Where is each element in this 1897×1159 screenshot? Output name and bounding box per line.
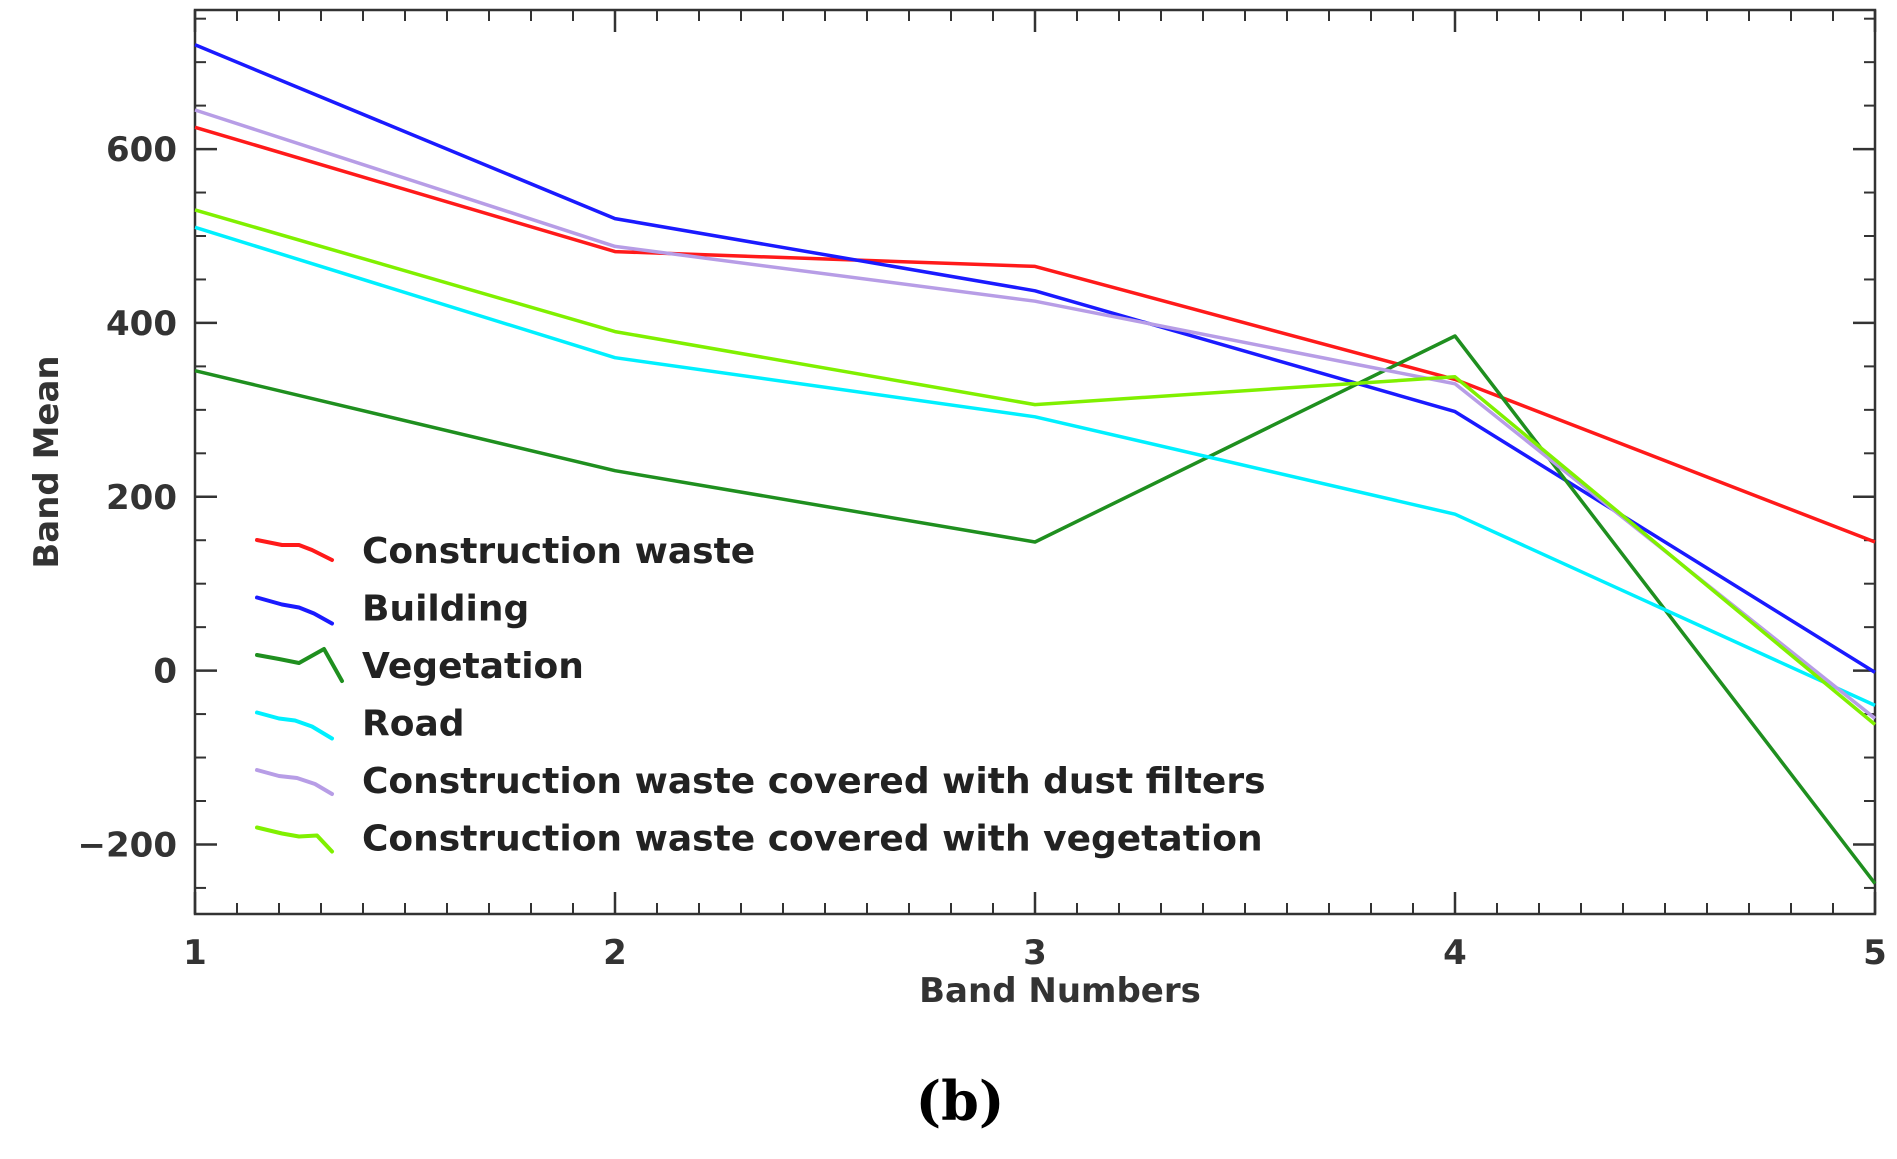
x-axis-label: Band Numbers: [919, 971, 1201, 1011]
legend-label: Road: [362, 704, 465, 745]
x-tick-label: 2: [603, 933, 627, 973]
legend-swatch: [255, 710, 334, 741]
y-tick-label: 200: [106, 478, 177, 518]
y-tick-label: 600: [106, 130, 177, 170]
y-tick-label: 400: [106, 304, 177, 344]
figure-caption: (b): [916, 1069, 1005, 1133]
series-line-construction-waste-covered-with-dust-filters: [194, 108, 1877, 720]
series-line-construction-waste-covered-with-vegetation: [194, 208, 1877, 726]
y-axis-label: Band Mean: [27, 355, 67, 568]
x-tick-label: 4: [1443, 933, 1467, 973]
legend-label: Construction waste covered with dust fil…: [362, 761, 1266, 802]
series-layer: [194, 43, 1877, 885]
axis-ticks: −200 0 200 400 600 1 2 3 4 5: [78, 10, 1887, 973]
legend-label: Construction waste covered with vegetati…: [362, 819, 1263, 860]
legend-swatch: [255, 647, 344, 683]
legend-label: Vegetation: [362, 646, 584, 687]
y-tick-label: 0: [153, 652, 177, 692]
legend: Construction waste Building Vegetation Road…: [255, 531, 1266, 860]
x-tick-label: 5: [1863, 933, 1887, 973]
legend-label: Building: [362, 589, 529, 630]
legend-swatch: [255, 595, 334, 626]
legend-swatch: [255, 538, 334, 562]
series-line-building: [194, 43, 1876, 674]
x-tick-label: 3: [1023, 933, 1047, 973]
series-line-vegetation: [194, 334, 1877, 885]
legend-label: Construction waste: [362, 531, 755, 572]
series-line-road: [194, 225, 1876, 707]
y-tick-label: −200: [78, 825, 177, 865]
x-tick-label: 1: [183, 933, 207, 973]
series-line-construction-waste: [194, 125, 1876, 544]
legend-swatch: [255, 768, 334, 796]
legend-swatch: [255, 825, 334, 854]
